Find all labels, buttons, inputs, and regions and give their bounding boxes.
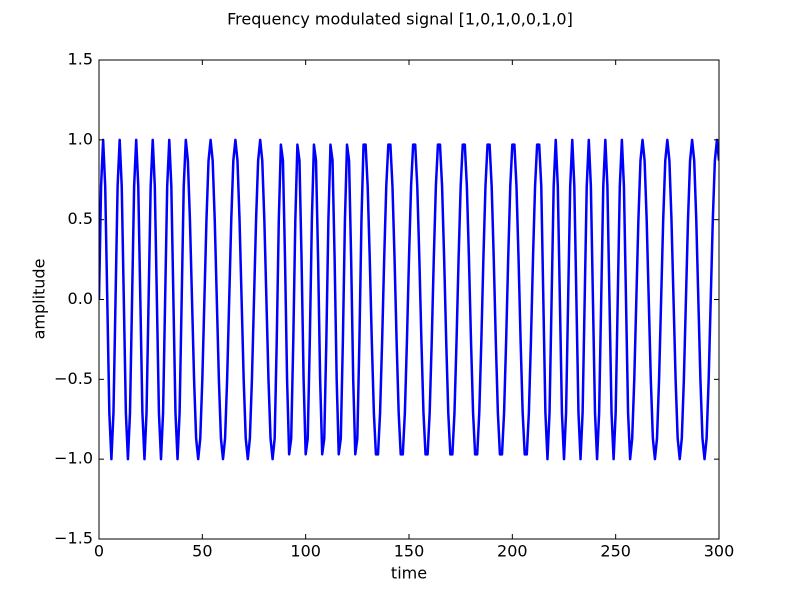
y-tick-label: 1.5	[68, 50, 93, 69]
x-tick-label: 0	[94, 542, 104, 561]
signal-line	[99, 138, 719, 461]
x-tick-label: 250	[600, 542, 631, 561]
y-tick-label: 0.0	[68, 289, 93, 308]
y-tick-label: −0.5	[54, 369, 93, 388]
y-tick-label: −1.0	[54, 449, 93, 468]
x-tick-label: 150	[394, 542, 425, 561]
y-tick-label: 0.5	[68, 209, 93, 228]
y-tick-label: 1.0	[68, 129, 93, 148]
y-axis-label: amplitude	[30, 259, 49, 340]
y-tick-label: −1.5	[54, 529, 93, 548]
chart-title: Frequency modulated signal [1,0,1,0,0,1,…	[227, 10, 573, 29]
x-tick-label: 50	[192, 542, 212, 561]
plot-area	[99, 138, 719, 461]
x-tick-label: 100	[290, 542, 321, 561]
x-tick-label: 300	[704, 542, 735, 561]
x-axis-label: time	[391, 564, 427, 583]
x-tick-label: 200	[497, 542, 528, 561]
